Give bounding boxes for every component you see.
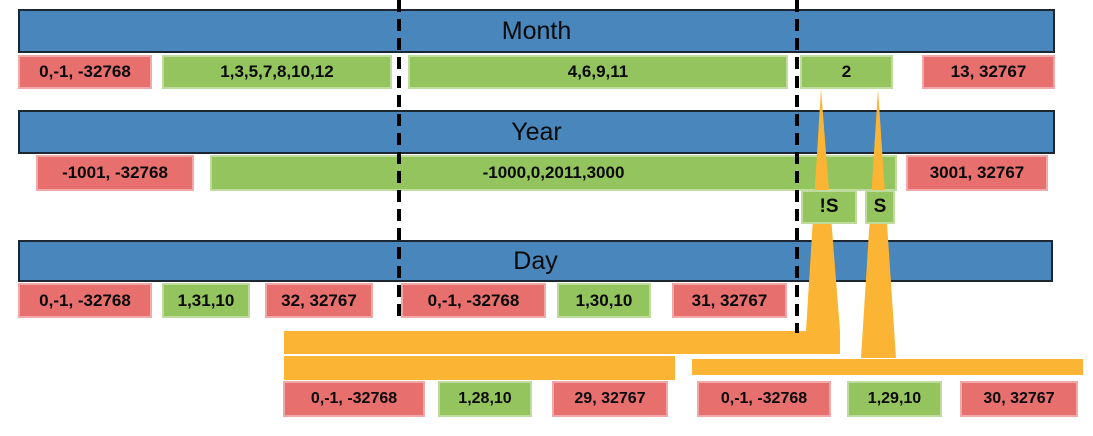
nonleap-connector-bar-upper xyxy=(284,331,840,354)
month-partition-30day-months: 4,6,9,11 xyxy=(408,55,788,89)
month-partition-31day-months: 1,3,5,7,8,10,12 xyxy=(162,55,392,89)
nonleap-connector-bar-lower xyxy=(284,356,675,380)
day-bar-title: Day xyxy=(513,246,558,275)
day-partition-invalid-high-31: 32, 32767 xyxy=(265,283,373,318)
feb-leap-partition-invalid-low: 0,-1, -32768 xyxy=(697,381,831,417)
month-bar-title: Month xyxy=(501,16,572,45)
year-partition-invalid-high: 3001, 32767 xyxy=(906,155,1048,191)
month-partition-february: 2 xyxy=(800,55,893,89)
feb-nonleap-partition-invalid-high: 29, 32767 xyxy=(552,381,668,417)
day-partition-valid-31: 1,31,10 xyxy=(162,283,250,318)
feb-leap-partition-valid: 1,29,10 xyxy=(847,381,942,417)
day-partition-invalid-high-30: 31, 32767 xyxy=(672,283,787,318)
separator-dashed-line-left xyxy=(397,0,401,318)
day-partition-invalid-low-30: 0,-1, -32768 xyxy=(401,283,546,318)
month-partition-invalid-high: 13, 32767 xyxy=(922,55,1055,89)
leap-connector-bar xyxy=(692,359,1083,375)
year-partition-invalid-low: -1001, -32768 xyxy=(36,155,194,191)
nonleap-year-flag: !S xyxy=(801,190,857,224)
month-bar: Month xyxy=(18,9,1055,53)
year-partition-valid: -1000,0,2011,3000 xyxy=(210,155,897,191)
day-partition-valid-30: 1,30,10 xyxy=(557,283,651,318)
year-bar-title: Year xyxy=(511,117,562,146)
separator-dashed-line-right xyxy=(795,0,799,333)
leap-year-flag: S xyxy=(865,190,895,224)
feb-nonleap-partition-invalid-low: 0,-1, -32768 xyxy=(283,381,425,417)
year-bar: Year xyxy=(18,110,1055,154)
feb-nonleap-partition-valid: 1,28,10 xyxy=(438,381,532,417)
feb-leap-partition-invalid-high: 30, 32767 xyxy=(960,381,1078,417)
month-partition-invalid-low: 0,-1, -32768 xyxy=(18,55,152,89)
day-partition-invalid-low-31: 0,-1, -32768 xyxy=(18,283,152,318)
